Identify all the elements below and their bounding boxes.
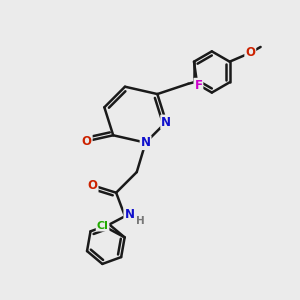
- Text: Cl: Cl: [97, 220, 109, 231]
- Text: O: O: [88, 179, 98, 192]
- Text: O: O: [82, 135, 92, 148]
- Text: N: N: [161, 116, 171, 128]
- Text: F: F: [194, 79, 202, 92]
- Text: N: N: [124, 208, 134, 221]
- Text: H: H: [136, 216, 145, 226]
- Text: O: O: [245, 46, 255, 59]
- Text: N: N: [141, 136, 151, 149]
